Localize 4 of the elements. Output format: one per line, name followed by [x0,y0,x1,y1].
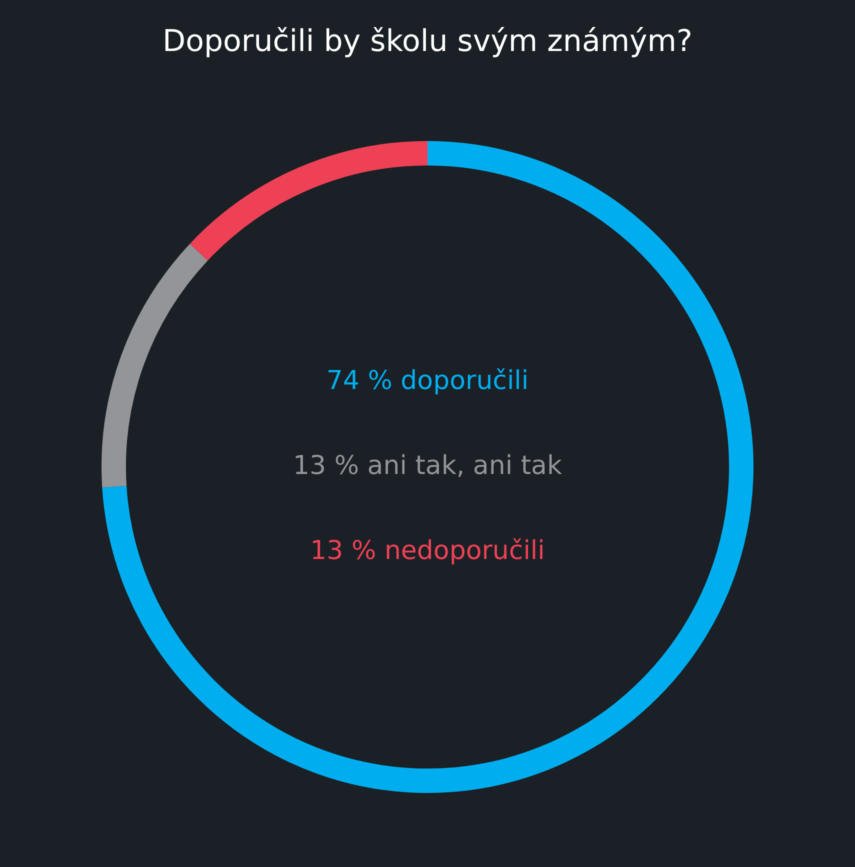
text: 13 % ani tak, ani tak [292,451,562,481]
chart-title: Doporučili by školu svým známým? [162,24,692,59]
text: 13 % nedoporučili [310,536,545,566]
text: 74 % doporučili [326,366,529,396]
